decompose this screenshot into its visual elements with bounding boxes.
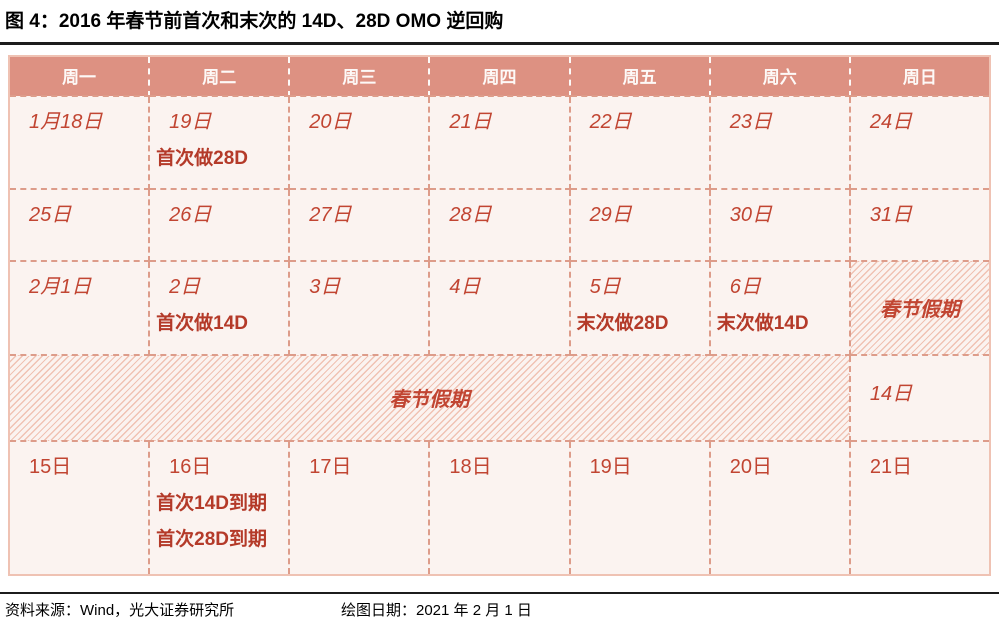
calendar-cell: 19日 首次做28D — [148, 94, 291, 190]
calendar-cell: 6日 末次做14D — [708, 259, 851, 356]
weekday-header-thu: 周四 — [428, 54, 571, 97]
holiday-cell: 春节假期 — [848, 259, 992, 356]
calendar-cell: 1月18日 — [7, 94, 151, 190]
calendar-cell: 29日 — [568, 187, 711, 262]
calendar-cell: 3日 — [288, 259, 431, 356]
cell-date: 22日 — [589, 110, 632, 133]
cell-date: 25日 — [29, 203, 72, 226]
calendar-cell: 17日 — [288, 439, 431, 576]
cell-date: 14日 — [869, 382, 913, 405]
cell-date: 24日 — [869, 110, 913, 133]
cell-date: 6日 — [729, 275, 761, 298]
calendar-cell: 31日 — [848, 187, 992, 262]
cell-note: 末次做28D — [576, 312, 669, 334]
calendar-cell: 23日 — [708, 94, 851, 190]
cell-note: 首次做14D — [156, 312, 248, 334]
weekday-header-mon: 周一 — [7, 54, 151, 97]
cell-note: 首次14D到期 — [156, 492, 267, 514]
cell-date: 19日 — [589, 455, 632, 478]
footer: 资料来源：Wind，光大证券研究所 绘图日期：2021 年 2 月 1 日 — [0, 594, 999, 618]
calendar-cell: 21日 — [428, 94, 571, 190]
calendar-table: 周一 周二 周三 周四 周五 周六 周日 1月18日 19日 首次做28D 20… — [7, 54, 992, 576]
cell-date: 20日 — [309, 110, 352, 133]
calendar-cell: 2月1日 — [7, 259, 151, 356]
calendar-cell: 27日 — [288, 187, 431, 262]
cell-date: 23日 — [729, 110, 772, 133]
cell-date: 4日 — [449, 275, 481, 298]
cell-date: 15日 — [29, 455, 72, 478]
calendar-cell: 30日 — [708, 187, 851, 262]
figure-title: 图 4：2016 年春节前首次和末次的 14D、28D OMO 逆回购 — [5, 11, 504, 32]
calendar-cell: 5日 末次做28D — [568, 259, 711, 356]
calendar-cell: 28日 — [428, 187, 571, 262]
calendar-row: 15日 16日 首次14D到期 首次28D到期 17日 18日 19日 20日 … — [7, 439, 992, 576]
calendar-cell: 15日 — [7, 439, 151, 576]
calendar-cell: 21日 — [848, 439, 992, 576]
source-text: 资料来源：Wind，光大证券研究所 — [5, 601, 235, 618]
cell-date: 19日 — [169, 110, 212, 133]
weekday-header-fri: 周五 — [568, 54, 711, 97]
cell-date: 1月18日 — [29, 110, 103, 133]
calendar-cell: 4日 — [428, 259, 571, 356]
calendar-row: 1月18日 19日 首次做28D 20日 21日 22日 23日 24日 — [7, 94, 992, 190]
calendar-cell: 20日 — [708, 439, 851, 576]
calendar-cell: 18日 — [428, 439, 571, 576]
cell-date: 3日 — [309, 275, 341, 298]
weekday-header-tue: 周二 — [148, 54, 291, 97]
weekday-header-sat: 周六 — [708, 54, 851, 97]
holiday-span-cell: 春节假期 — [8, 353, 851, 442]
cell-date: 18日 — [449, 455, 492, 478]
cell-date: 29日 — [589, 203, 632, 226]
weekday-header-row: 周一 周二 周三 周四 周五 周六 周日 — [7, 54, 992, 97]
calendar-row: 25日 26日 27日 28日 29日 30日 31日 — [7, 187, 992, 262]
cell-date: 26日 — [169, 203, 212, 226]
cell-note: 首次28D到期 — [156, 529, 267, 551]
cell-date: 21日 — [449, 110, 492, 133]
cell-note: 首次做28D — [156, 147, 248, 169]
cell-note: 末次做14D — [716, 312, 809, 334]
calendar-cell: 20日 — [288, 94, 431, 190]
cell-date: 27日 — [309, 203, 352, 226]
calendar-row: 2月1日 2日 首次做14D 3日 4日 5日 末次做28D 6日 末次做14D… — [7, 259, 992, 356]
title-underline — [0, 41, 999, 45]
holiday-label: 春节假期 — [389, 389, 470, 412]
calendar-cell: 2日 首次做14D — [148, 259, 291, 356]
calendar-cell: 22日 — [568, 94, 711, 190]
cell-date: 20日 — [729, 455, 772, 478]
cell-date: 31日 — [869, 203, 913, 226]
cell-date: 21日 — [869, 455, 913, 478]
cell-date: 30日 — [729, 203, 772, 226]
cell-date: 16日 — [169, 455, 212, 478]
cell-date: 2日 — [169, 275, 201, 298]
calendar-cell: 16日 首次14D到期 首次28D到期 — [148, 439, 291, 576]
weekday-header-wed: 周三 — [288, 54, 431, 97]
calendar-cell: 19日 — [568, 439, 711, 576]
weekday-header-sun: 周日 — [848, 54, 992, 97]
cell-date: 5日 — [589, 275, 621, 298]
holiday-label: 春节假期 — [879, 299, 960, 322]
calendar-cell: 24日 — [848, 94, 992, 190]
calendar-cell: 14日 — [848, 353, 992, 442]
calendar-row: 春节假期 14日 — [8, 353, 992, 442]
cell-date: 28日 — [449, 203, 492, 226]
footer-rule — [0, 591, 999, 594]
cell-date: 2月1日 — [29, 275, 92, 298]
calendar-cell: 26日 — [148, 187, 291, 262]
cell-date: 17日 — [309, 455, 352, 478]
draw-date-text: 绘图日期：2021 年 2 月 1 日 — [341, 601, 532, 618]
calendar-cell: 25日 — [7, 187, 151, 262]
